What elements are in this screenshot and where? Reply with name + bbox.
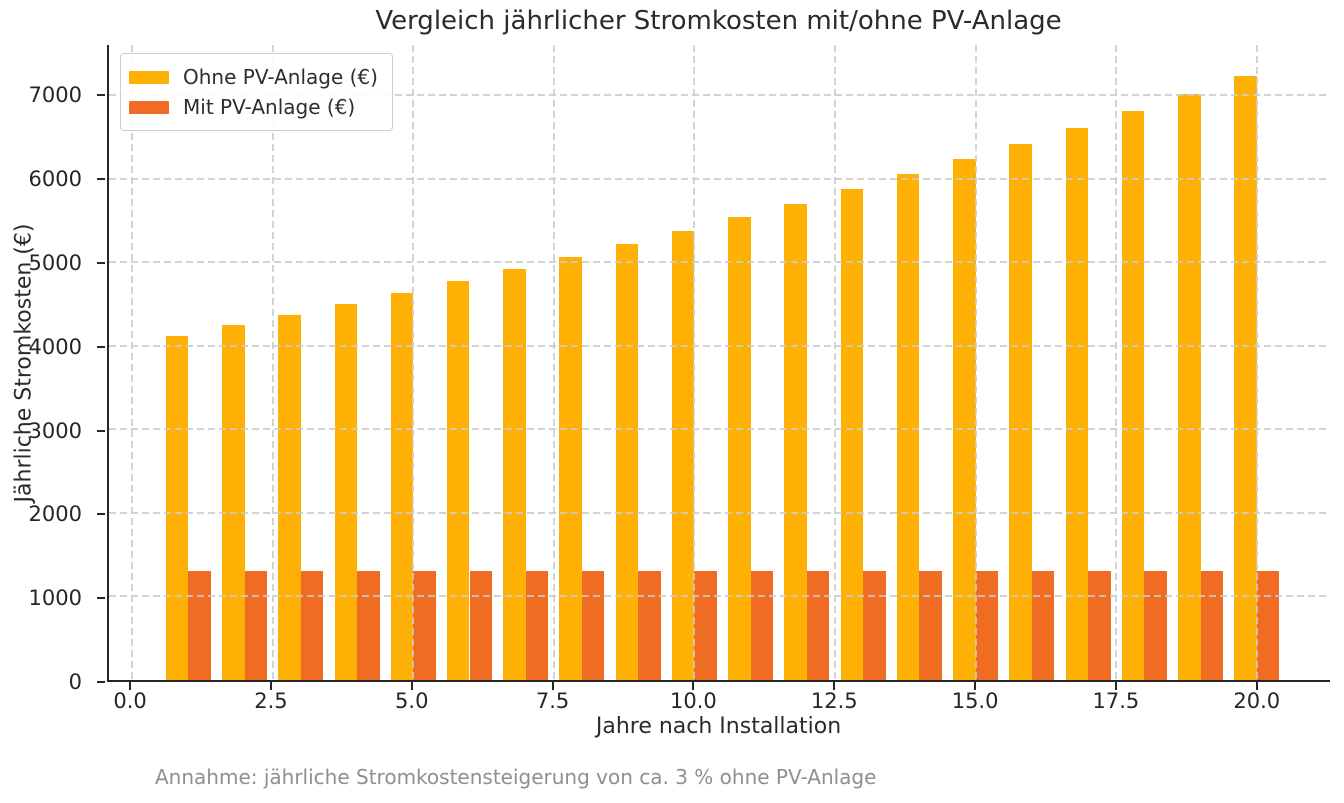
plot-area: Ohne PV-Anlage (€) Mit PV-Anlage (€) xyxy=(107,45,1330,682)
y-tick-label-3000: 3000 xyxy=(28,418,82,443)
bar-ohne-pv-year-7 xyxy=(503,268,526,680)
x-tick-label-12.5: 12.5 xyxy=(810,689,858,713)
x-tick-mark-20.0 xyxy=(1255,682,1258,690)
bar-ohne-pv-year-5 xyxy=(390,292,414,680)
x-tick-label-10.0: 10.0 xyxy=(670,689,717,713)
bar-mit-pv-year-5 xyxy=(413,571,436,680)
bar-ohne-pv-year-3 xyxy=(278,314,301,680)
chart-footnote: Annahme: jährliche Stromkostensteigerung… xyxy=(155,765,877,789)
y-tick-label-6000: 6000 xyxy=(28,167,82,192)
y-tick-mark-6000 xyxy=(97,178,105,181)
bar-ohne-pv-year-16 xyxy=(1009,143,1032,680)
bar-mit-pv-year-9 xyxy=(638,571,661,680)
x-tick-mark-12.5 xyxy=(833,682,836,690)
bar-mit-pv-year-7 xyxy=(525,571,549,680)
bar-mit-pv-year-18 xyxy=(1144,571,1167,680)
y-tick-mark-3000 xyxy=(97,429,105,432)
y-tick-label-7000: 7000 xyxy=(28,83,82,108)
x-tick-label-2.5: 2.5 xyxy=(254,689,288,713)
y-tick-mark-4000 xyxy=(97,345,105,348)
y-tick-mark-0 xyxy=(97,681,105,683)
x-tick-mark-2.5 xyxy=(269,682,272,690)
x-axis-label: Jahre nach Installation xyxy=(595,714,842,739)
bar-ohne-pv-year-11 xyxy=(728,217,751,680)
x-tick-mark-5.0 xyxy=(410,682,413,690)
x-tick-mark-15.0 xyxy=(974,682,977,690)
x-tick-label-0.0: 0.0 xyxy=(113,689,147,713)
y-tick-label-1000: 1000 xyxy=(28,586,82,611)
bar-ohne-pv-year-17 xyxy=(1065,127,1089,680)
bar-mit-pv-year-10 xyxy=(694,571,717,680)
x-tick-label-20.0: 20.0 xyxy=(1233,689,1281,713)
bar-ohne-pv-year-18 xyxy=(1121,111,1145,680)
bar-mit-pv-year-8 xyxy=(581,571,605,680)
bar-ohne-pv-year-1 xyxy=(165,335,189,680)
legend: Ohne PV-Anlage (€) Mit PV-Anlage (€) xyxy=(120,53,393,131)
bar-mit-pv-year-6 xyxy=(469,571,492,680)
bar-ohne-pv-year-4 xyxy=(334,303,357,680)
legend-label-mit-pv: Mit PV-Anlage (€) xyxy=(183,95,356,119)
bar-mit-pv-year-3 xyxy=(300,571,324,680)
bar-mit-pv-year-11 xyxy=(750,571,774,680)
x-tick-mark-10.0 xyxy=(692,682,695,690)
legend-swatch-ohne-pv xyxy=(129,70,169,84)
y-tick-label-5000: 5000 xyxy=(28,250,82,275)
chart-title: Vergleich jährlicher Stromkosten mit/ohn… xyxy=(375,6,1062,36)
bar-ohne-pv-year-14 xyxy=(896,174,920,680)
bar-mit-pv-year-13 xyxy=(863,571,886,680)
x-tick-mark-17.5 xyxy=(1114,682,1117,690)
bar-ohne-pv-year-12 xyxy=(784,203,807,680)
bar-mit-pv-year-1 xyxy=(188,571,211,680)
y-tick-label-4000: 4000 xyxy=(28,334,82,359)
y-tick-mark-1000 xyxy=(97,597,105,600)
y-tick-label-0: 0 xyxy=(68,670,82,694)
x-tick-mark-0.0 xyxy=(129,682,132,690)
x-tick-label-7.5: 7.5 xyxy=(535,689,570,713)
bar-ohne-pv-year-15 xyxy=(953,159,976,680)
bar-ohne-pv-year-8 xyxy=(559,256,582,680)
y-tick-mark-7000 xyxy=(97,94,105,97)
bar-mit-pv-year-2 xyxy=(244,571,268,680)
x-tick-label-17.5: 17.5 xyxy=(1092,689,1140,713)
x-tick-label-5.0: 5.0 xyxy=(395,689,429,713)
bar-ohne-pv-year-10 xyxy=(671,230,695,680)
legend-entry-ohne-pv: Ohne PV-Anlage (€) xyxy=(129,62,378,92)
bar-ohne-pv-year-19 xyxy=(1178,93,1201,680)
x-tick-label-15.0: 15.0 xyxy=(951,689,999,713)
legend-swatch-mit-pv xyxy=(129,100,169,114)
bar-ohne-pv-year-9 xyxy=(615,243,639,680)
x-axis-tick-labels: 0.0 2.5 5.0 7.5 10.0 12.5 15.0 17.5 20.0 xyxy=(107,688,1330,714)
legend-entry-mit-pv: Mit PV-Anlage (€) xyxy=(129,92,378,122)
bar-mit-pv-year-12 xyxy=(806,571,830,680)
y-tick-label-2000: 2000 xyxy=(28,502,82,527)
x-tick-mark-7.5 xyxy=(551,682,554,690)
bar-mit-pv-year-15 xyxy=(975,571,999,680)
bar-mit-pv-year-16 xyxy=(1031,571,1055,680)
y-tick-mark-5000 xyxy=(97,261,105,264)
bar-mit-pv-year-17 xyxy=(1088,571,1111,680)
bars-layer xyxy=(109,45,1330,680)
y-axis-tick-labels: 0 1000 2000 3000 4000 5000 6000 7000 xyxy=(0,45,96,694)
bar-mit-pv-year-20 xyxy=(1256,571,1280,680)
bar-ohne-pv-year-6 xyxy=(447,280,470,680)
y-tick-mark-2000 xyxy=(97,513,105,516)
bar-mit-pv-year-19 xyxy=(1200,571,1224,680)
bar-ohne-pv-year-2 xyxy=(222,325,245,680)
bar-mit-pv-year-14 xyxy=(919,571,942,680)
bar-ohne-pv-year-20 xyxy=(1234,76,1257,680)
legend-label-ohne-pv: Ohne PV-Anlage (€) xyxy=(183,65,378,89)
bar-ohne-pv-year-13 xyxy=(840,189,864,680)
bar-mit-pv-year-4 xyxy=(357,571,380,680)
